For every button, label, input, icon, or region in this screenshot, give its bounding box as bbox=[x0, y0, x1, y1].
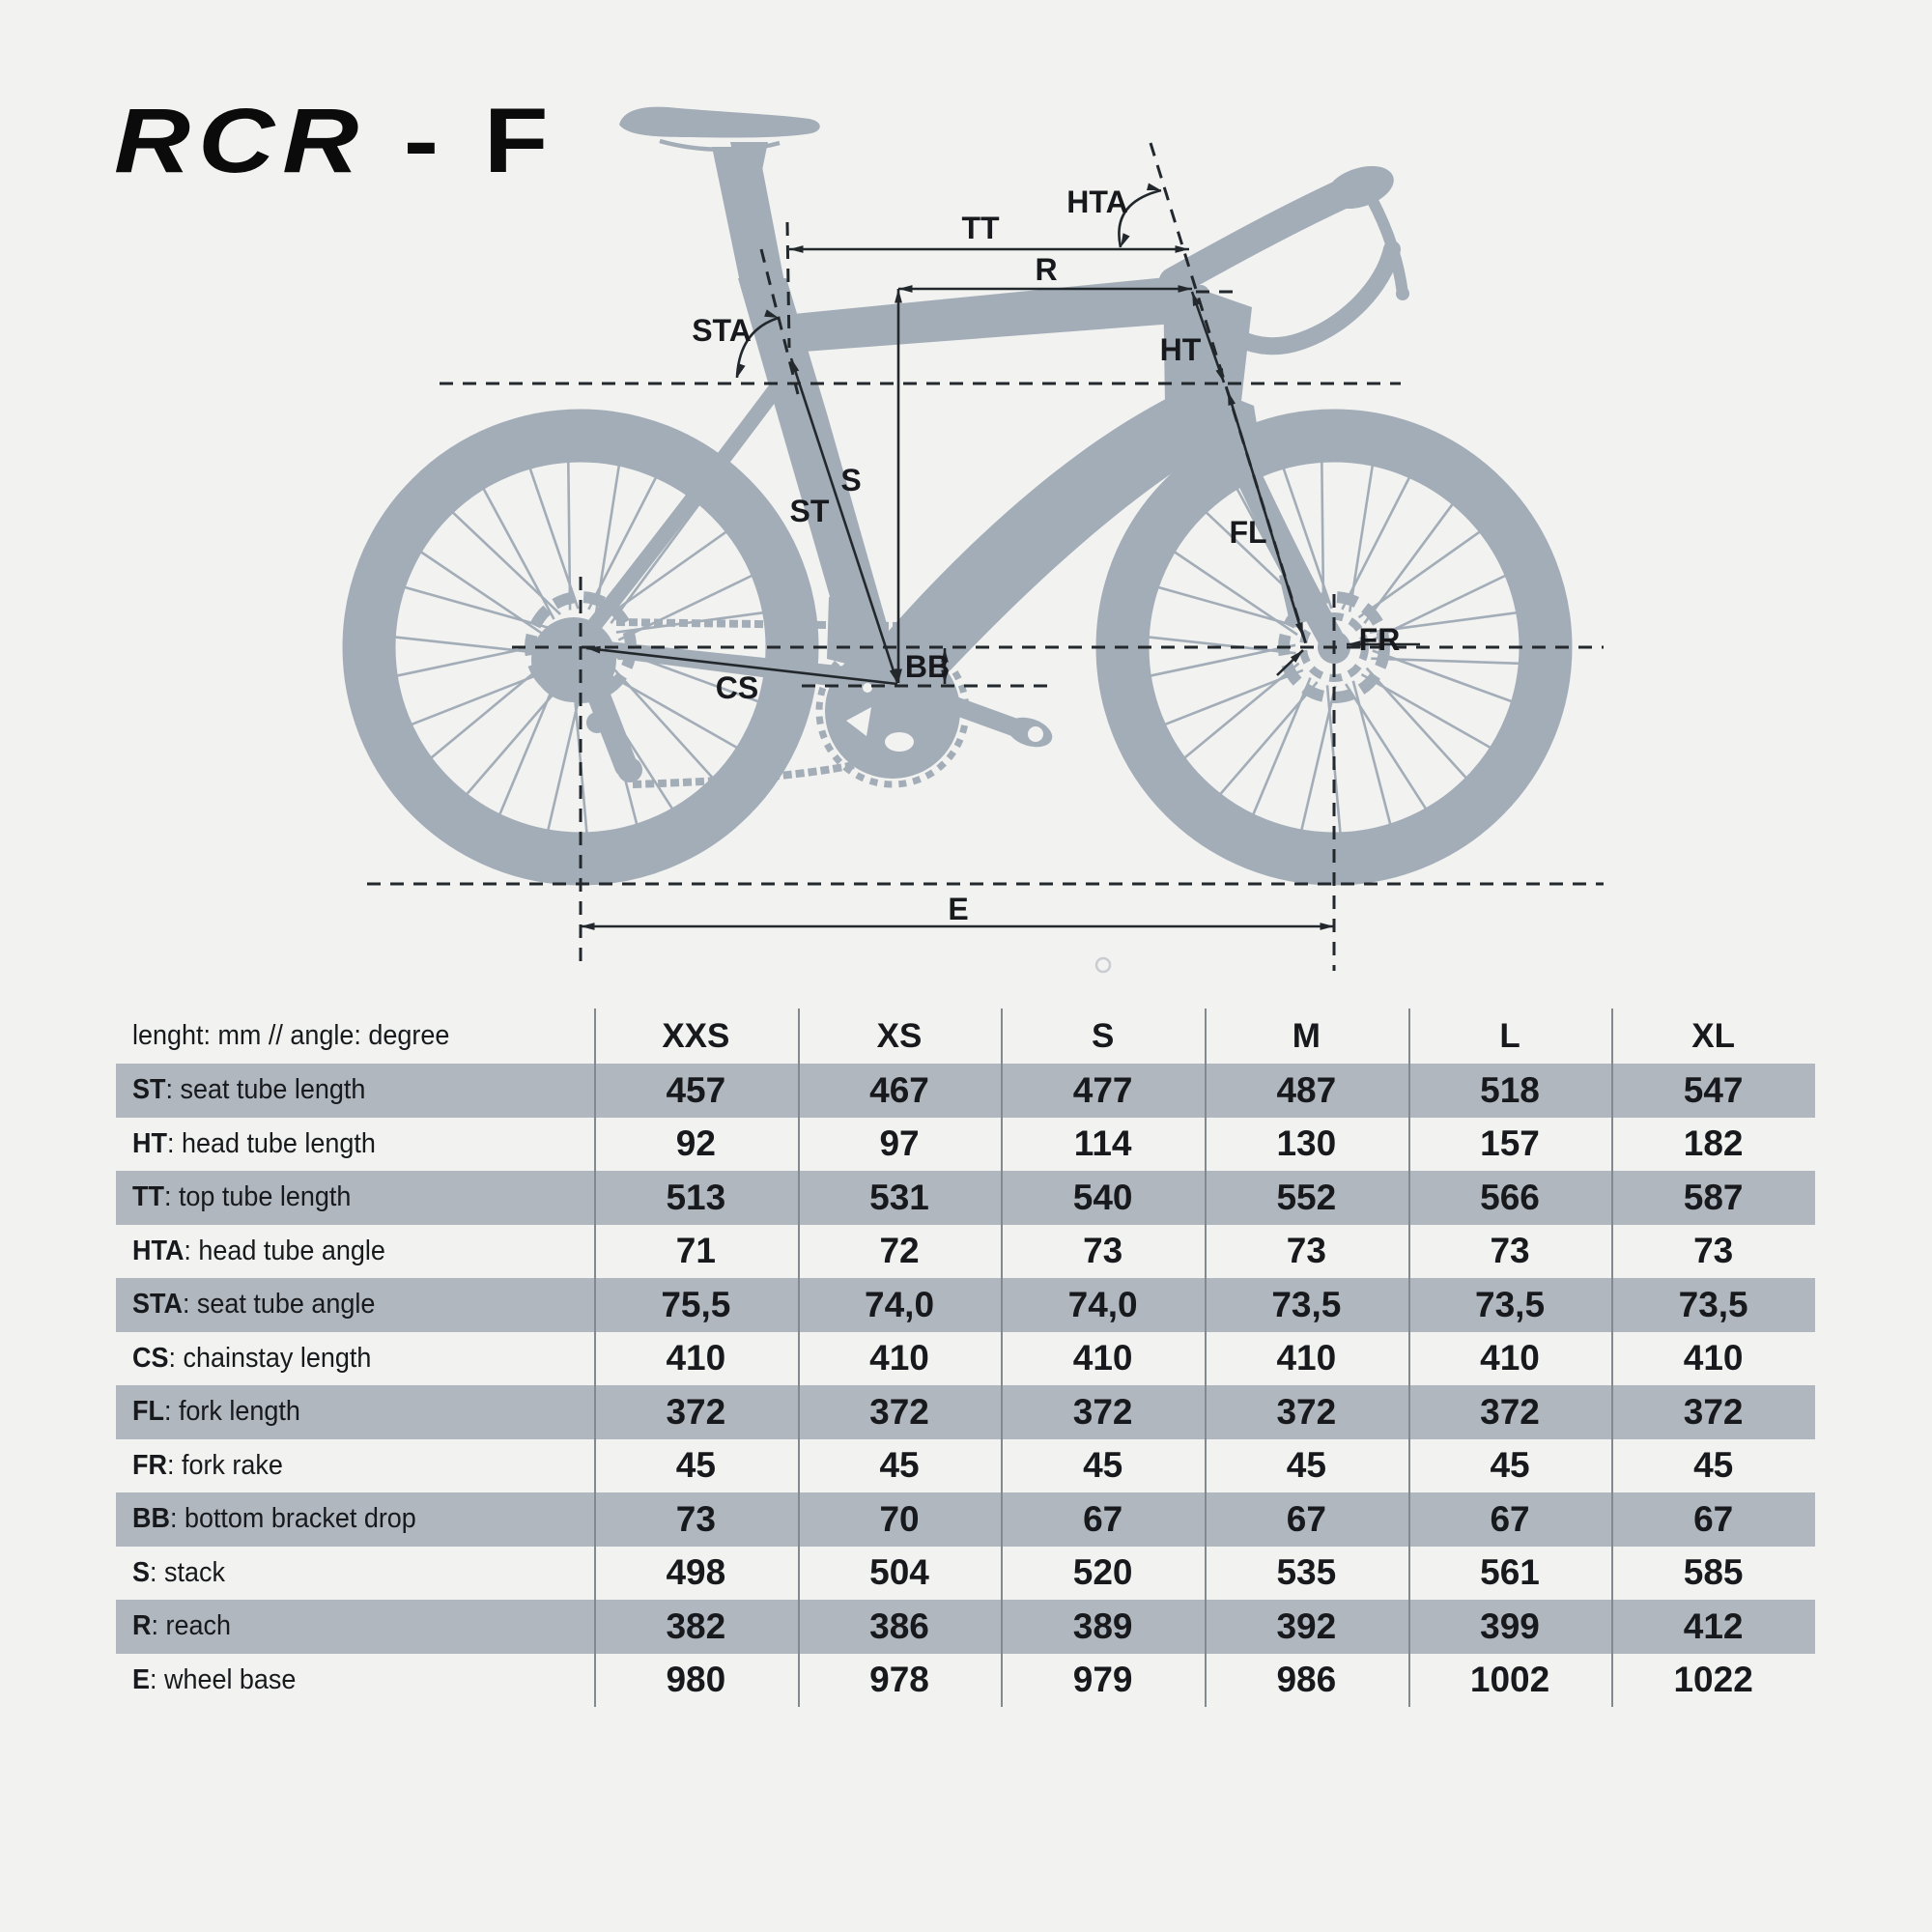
svg-text:S: S bbox=[840, 463, 861, 497]
svg-text:TT: TT bbox=[961, 211, 1000, 245]
svg-text:HTA: HTA bbox=[1066, 185, 1127, 219]
svg-text:FL: FL bbox=[1229, 515, 1266, 550]
svg-text:ST: ST bbox=[790, 494, 830, 528]
svg-text:CS: CS bbox=[716, 670, 758, 705]
svg-text:R: R bbox=[1035, 252, 1057, 287]
svg-text:HT: HT bbox=[1160, 332, 1202, 367]
svg-text:E: E bbox=[948, 892, 968, 926]
svg-text:STA: STA bbox=[692, 313, 752, 348]
svg-text:BB: BB bbox=[905, 649, 950, 684]
svg-text:FR: FR bbox=[1359, 622, 1401, 657]
